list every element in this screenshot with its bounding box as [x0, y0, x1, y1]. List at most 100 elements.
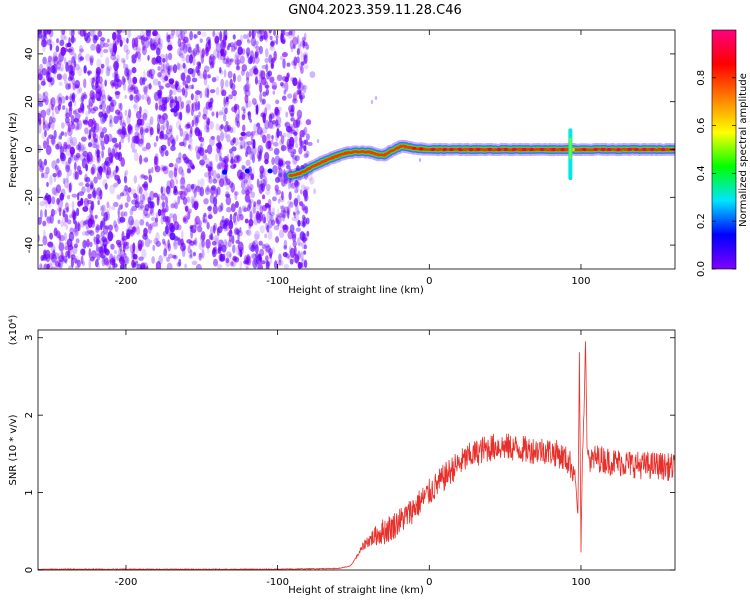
spectrogram-noise-blob	[86, 104, 90, 109]
spectrogram-noise-blob	[176, 88, 183, 93]
spectrogram-noise-blob	[49, 116, 53, 125]
spectrogram-noise-blob	[116, 30, 122, 34]
spectrogram-noise-blob	[96, 234, 101, 239]
spectrogram-noise-blob	[264, 84, 270, 89]
spectrogram-noise-blob	[278, 253, 282, 262]
spectrogram-noise-blob	[135, 246, 140, 254]
spectrogram-noise-blob	[161, 96, 168, 105]
spectrogram-noise-blob	[58, 135, 63, 140]
spectrogram-noise-blob	[118, 127, 121, 137]
spectrogram-noise-blob	[299, 134, 302, 143]
spectrogram-noise-blob	[42, 45, 46, 52]
spectrogram-noise-blob	[204, 87, 210, 98]
spectrogram-noise-blob	[298, 121, 303, 126]
spectrogram-noise-blob	[157, 91, 162, 100]
spectrogram-noise-blob	[223, 111, 227, 118]
spectrogram-noise-blob	[166, 262, 173, 269]
spectrogram-noise-blob	[228, 126, 234, 134]
spectrogram-noise-blob	[194, 215, 201, 225]
spectrogram-noise-blob	[241, 48, 246, 55]
spectrogram-noise-blob	[107, 38, 110, 43]
spectrogram-noise-blob	[170, 84, 177, 89]
spectrogram-noise-blob	[203, 77, 208, 86]
spectrogram-noise-blob	[142, 108, 149, 119]
spectrogram-noise-blob	[151, 166, 154, 174]
spectrogram-noise-blob	[165, 256, 170, 262]
spectrogram-noise-blob	[162, 58, 166, 63]
spectrogram-noise-blob	[270, 62, 275, 69]
spectrogram-noise-blob	[62, 73, 68, 82]
spectrogram-noise-blob	[144, 213, 151, 219]
spectrogram-noise-blob	[130, 94, 134, 100]
spectrogram-noise-blob	[294, 179, 299, 189]
spectrogram-noise-blob	[177, 195, 180, 205]
spectrogram-noise-blob	[146, 96, 151, 105]
spectrogram-noise-blob	[77, 141, 82, 153]
spectrogram-noise-blob	[288, 177, 294, 188]
spectrogram-noise-blob	[296, 34, 300, 45]
spectrogram-noise-blob	[226, 185, 229, 191]
spectrogram-noise-blob	[283, 89, 287, 95]
spectrogram-noise-blob	[181, 229, 184, 241]
spectrogram-noise-blob	[216, 163, 220, 170]
spectrogram-noise-blob	[93, 236, 98, 246]
spectrogram-noise-blob	[206, 126, 210, 133]
spectrogram-noise-blob	[131, 67, 137, 74]
spectrogram-noise-blob	[153, 91, 160, 102]
spectrogram-noise-blob	[160, 69, 166, 74]
spectrogram-noise-blob	[92, 143, 97, 149]
spectrogram-noise-blob	[143, 86, 148, 96]
spectrogram-noise-blob	[46, 215, 49, 222]
spectrogram-noise-blob	[167, 44, 173, 51]
spectrogram-noise-blob	[239, 249, 243, 258]
spectrogram-noise-blob	[99, 246, 104, 255]
spectrogram-noise-blob	[64, 245, 69, 251]
spectrogram-noise-blob	[296, 81, 300, 90]
spectrogram-noise-blob	[281, 52, 288, 58]
spectrogram-noise-blob	[299, 136, 303, 148]
spectrogram-noise-blob	[195, 185, 200, 191]
spectrogram-noise-blob	[297, 261, 302, 269]
spectrogram-noise-blob	[79, 56, 84, 61]
spectrogram-noise-blob	[286, 131, 293, 139]
spectrogram-noise-blob	[265, 260, 270, 269]
spectrogram-noise-blob	[104, 156, 111, 167]
spectrogram-noise-blob	[280, 82, 286, 89]
spectrogram-noise-blob	[172, 87, 177, 96]
spectrogram-noise-blob	[245, 150, 248, 158]
spectrogram-noise-blob	[250, 145, 257, 156]
spectrogram-noise-blob	[281, 95, 287, 101]
spectrogram-noise-blob	[203, 212, 208, 223]
spectrogram-noise-blob	[168, 124, 173, 132]
spectrogram-noise-blob	[123, 175, 128, 184]
spectrogram-noise-blob	[148, 82, 152, 90]
spectrogram-noise-blob	[268, 113, 273, 123]
spectrogram-noise-blob	[99, 126, 103, 135]
spectrogram-noise-blob	[211, 60, 215, 69]
spectrogram-noise-blob	[200, 161, 204, 168]
spectrogram-noise-blob	[303, 32, 307, 41]
spectrogram-noise-blob	[187, 99, 191, 106]
spectrogram-noise-blob	[289, 258, 294, 265]
spectrogram-noise-blob	[249, 210, 253, 220]
spectrogram-noise-blob	[101, 256, 106, 267]
spectrogram-noise-blob	[157, 89, 163, 97]
spectrogram-noise-blob	[246, 184, 250, 192]
spectrogram-noise-blob	[240, 69, 245, 76]
spectrogram-noise-blob	[57, 231, 62, 239]
spectrogram-noise-blob	[199, 49, 205, 59]
spectrogram-noise-blob	[127, 123, 132, 134]
spectrogram-noise-blob	[179, 111, 183, 121]
spectrogram-noise-blob	[148, 168, 152, 174]
spectrogram-noise-blob	[110, 119, 114, 128]
spectrogram-noise-blob	[276, 74, 283, 82]
spectrogram-noise-blob	[108, 119, 112, 128]
spectrogram-noise-blob	[197, 179, 201, 190]
spectrogram-noise-blob	[280, 134, 285, 144]
spectrogram-noise-blob	[107, 133, 113, 143]
spectrogram-noise-blob	[167, 52, 173, 61]
spectrogram-noise-blob	[90, 126, 96, 133]
spectrogram-noise-blob	[60, 220, 64, 228]
spectrogram-noise-blob	[117, 111, 123, 121]
